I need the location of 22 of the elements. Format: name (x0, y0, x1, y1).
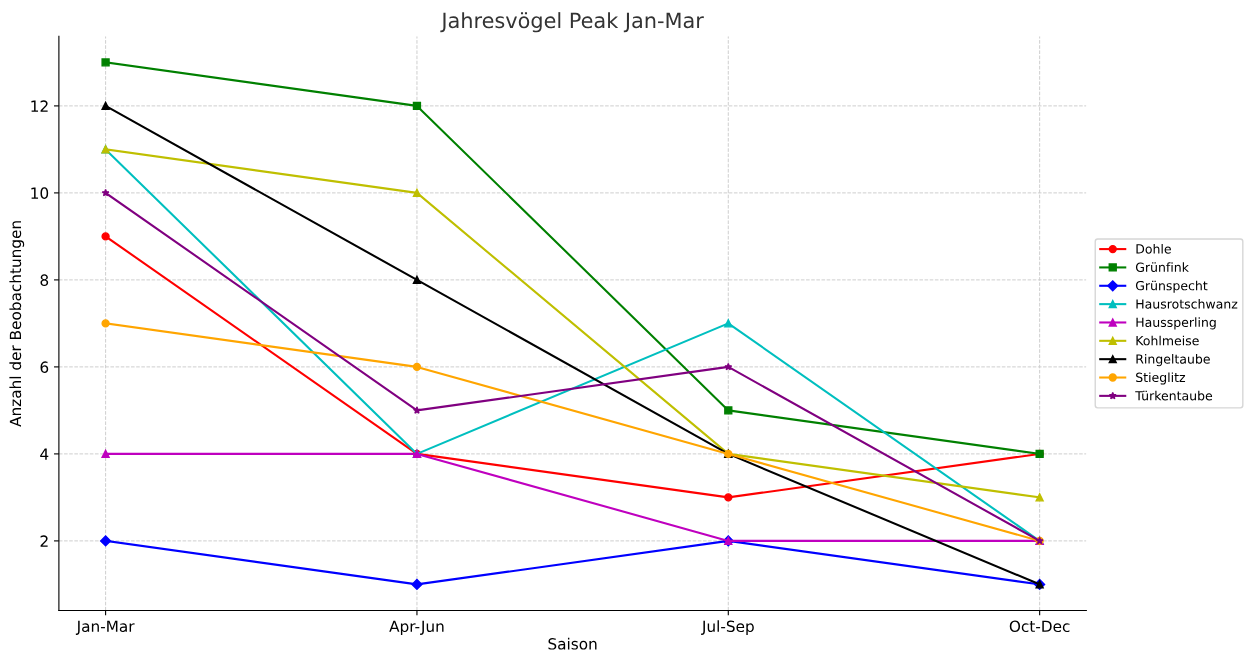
y-tick-label: 4 (40, 448, 49, 460)
legend-label: Grünspecht (1135, 280, 1208, 293)
x-tick-label: Jan-Mar (75, 620, 135, 635)
y-tick-label: 8 (40, 274, 49, 286)
y-tick-label: 10 (31, 187, 49, 199)
x-tick-label: Apr-Jun (389, 620, 444, 636)
x-tick-label: Jul-Sep (701, 620, 754, 636)
legend-label: Stieglitz (1136, 372, 1186, 385)
y-tick-label: 2 (40, 535, 48, 547)
y-axis-title: Anzahl der Beobachtungen (9, 221, 25, 427)
legend-label: Hausrotschwanz (1136, 299, 1238, 309)
legend-label: Haussperling (1136, 317, 1216, 330)
legend-label: Türkentaube (1135, 390, 1213, 401)
x-tick-label: Oct-Dec (1009, 620, 1070, 633)
legend-label: Ringeltaube (1136, 354, 1210, 367)
y-tick-label: 6 (40, 361, 49, 373)
legend-label: Grünfink (1135, 262, 1189, 272)
legend-label: Dohle (1136, 243, 1171, 254)
legend-label: Kohlmeise (1136, 335, 1199, 346)
x-axis-title: Saison (548, 637, 597, 650)
y-tick-label: 12 (31, 100, 48, 112)
chart-title: Jahresvögel Peak Jan-Mar (440, 12, 704, 33)
